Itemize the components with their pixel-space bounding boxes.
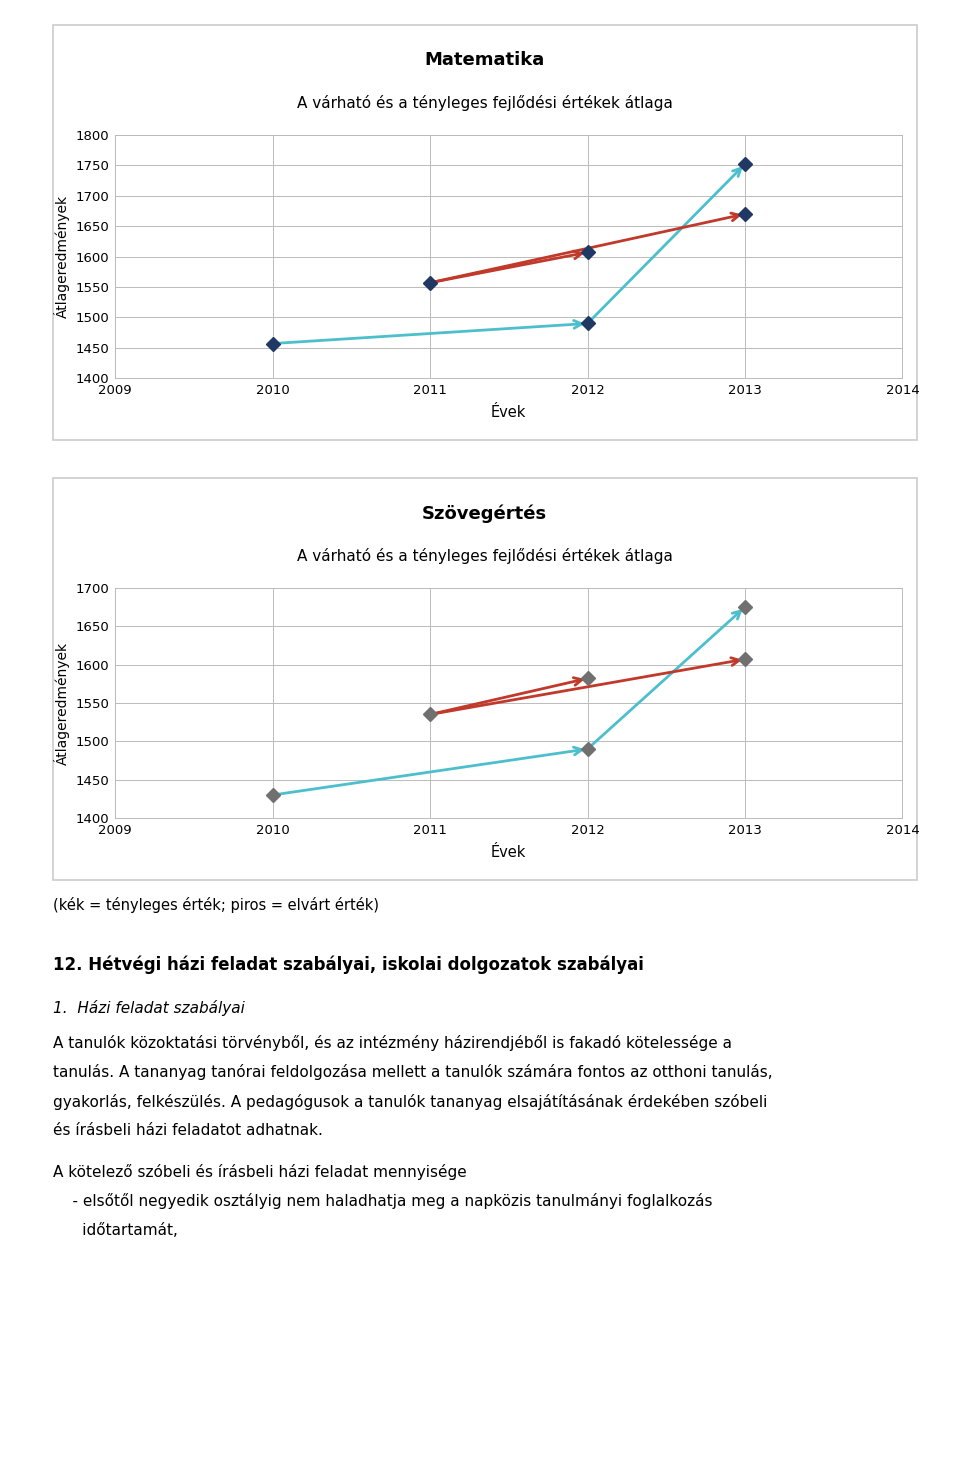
Text: A várható és a tényleges fejlődési értékek átlaga: A várható és a tényleges fejlődési érték… (297, 95, 673, 111)
Text: (kék = tényleges érték; piros = elvárt érték): (kék = tényleges érték; piros = elvárt é… (53, 897, 379, 913)
Text: időtartamát,: időtartamát, (53, 1223, 178, 1237)
Text: 1.  Házi feladat szabályai: 1. Házi feladat szabályai (53, 1000, 245, 1016)
X-axis label: Évek: Évek (492, 405, 526, 421)
Text: Matematika: Matematika (424, 51, 545, 69)
Text: - elsőtől negyedik osztályig nem haladhatja meg a napközis tanulmányi foglalkozá: - elsőtől negyedik osztályig nem haladha… (53, 1193, 712, 1209)
Text: A kötelező szóbeli és írásbeli házi feladat mennyisége: A kötelező szóbeli és írásbeli házi fela… (53, 1164, 467, 1180)
Text: A várható és a tényleges fejlődési értékek átlaga: A várható és a tényleges fejlődési érték… (297, 548, 673, 564)
Text: tanulás. A tananyag tanórai feldolgozása mellett a tanulók számára fontos az ott: tanulás. A tananyag tanórai feldolgozása… (53, 1064, 773, 1080)
Text: és írásbeli házi feladatot adhatnak.: és írásbeli házi feladatot adhatnak. (53, 1123, 323, 1138)
Text: Szövegértés: Szövegértés (422, 504, 547, 523)
Text: A tanulók közoktatási törvényből, és az intézmény házirendjéből is fakadó kötele: A tanulók közoktatási törvényből, és az … (53, 1035, 732, 1051)
Y-axis label: Átlageredmények: Átlageredmények (54, 642, 70, 764)
Text: gyakorlás, felkészülés. A pedagógusok a tanulók tananyag elsajátításának érdekéb: gyakorlás, felkészülés. A pedagógusok a … (53, 1094, 767, 1110)
Y-axis label: Átlageredmények: Átlageredmények (54, 195, 70, 318)
X-axis label: Évek: Évek (492, 844, 526, 861)
Text: 12. Hétvégi házi feladat szabályai, iskolai dolgozatok szabályai: 12. Hétvégi házi feladat szabályai, isko… (53, 956, 643, 975)
